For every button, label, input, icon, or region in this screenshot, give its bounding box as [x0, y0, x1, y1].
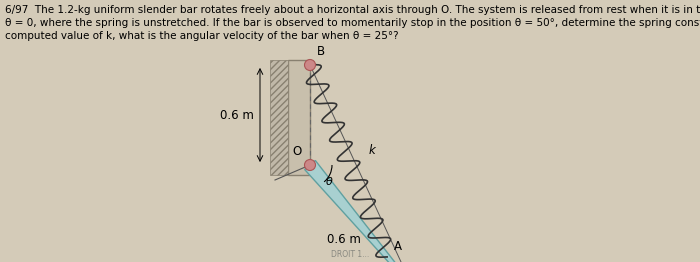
Circle shape: [304, 59, 316, 70]
Bar: [270, 60, 288, 175]
Bar: [288, 60, 310, 175]
Text: 6/97  The 1.2-kg uniform slender bar rotates freely about a horizontal axis thro: 6/97 The 1.2-kg uniform slender bar rota…: [5, 5, 700, 41]
Text: 0.6 m: 0.6 m: [220, 108, 254, 122]
Text: A: A: [394, 240, 402, 253]
Text: B: B: [317, 45, 325, 58]
Circle shape: [304, 160, 316, 171]
Text: 0.6 m: 0.6 m: [327, 233, 360, 246]
Text: k: k: [369, 144, 375, 157]
Text: θ: θ: [326, 177, 332, 187]
Text: O: O: [293, 145, 302, 158]
Text: DROIT 1...: DROIT 1...: [331, 250, 369, 259]
Polygon shape: [304, 161, 418, 262]
